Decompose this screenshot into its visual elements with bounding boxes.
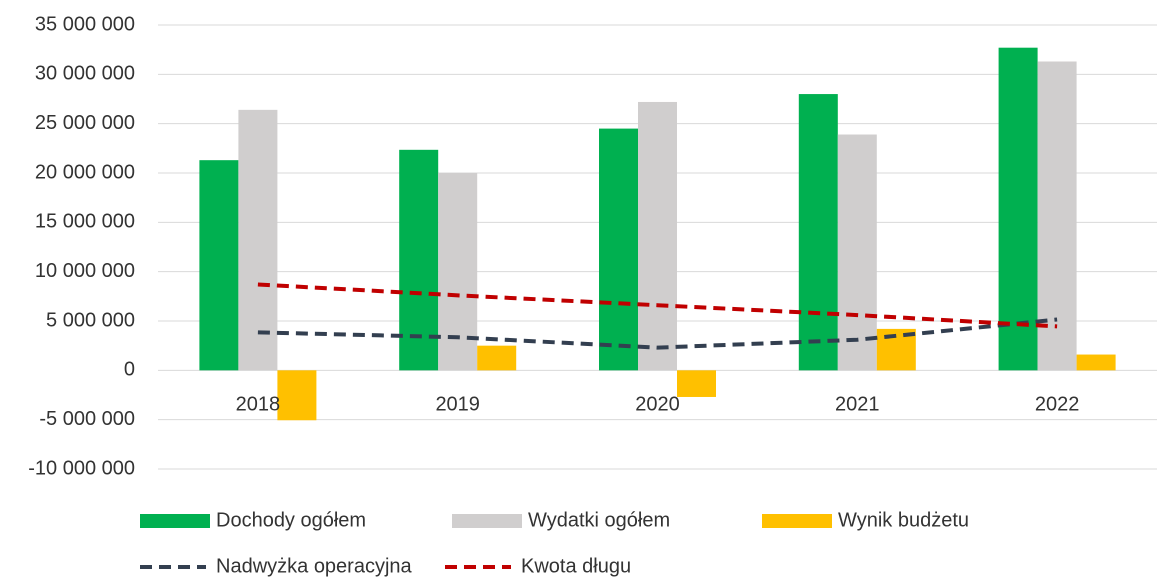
legend-label: Nadwyżka operacyjna — [216, 555, 413, 577]
bar — [399, 149, 439, 371]
y-tick-label: 15 000 000 — [35, 211, 135, 233]
bar — [477, 345, 517, 371]
bar — [599, 128, 638, 371]
y-tick-label: 30 000 000 — [35, 63, 135, 85]
y-tick-label: -10 000 000 — [28, 457, 135, 479]
legend-label: Dochody ogółem — [216, 509, 366, 531]
x-tick-label: 2019 — [435, 393, 480, 415]
bar — [638, 101, 677, 371]
line-series — [257, 317, 1058, 350]
bar — [837, 134, 877, 371]
x-tick-label: 2021 — [835, 393, 880, 415]
y-tick-label: -5 000 000 — [39, 408, 135, 430]
legend-label: Wynik budżetu — [838, 509, 969, 531]
bar — [798, 94, 838, 371]
legend-label: Kwota długu — [521, 555, 631, 577]
x-tick-label: 2018 — [236, 393, 281, 415]
x-tick-label: 2022 — [1035, 393, 1080, 415]
bar — [238, 109, 278, 371]
y-tick-label: 25 000 000 — [35, 112, 135, 134]
legend-label: Wydatki ogółem — [528, 509, 670, 531]
line-series — [257, 282, 1058, 329]
legend-swatch — [452, 514, 522, 528]
bar — [998, 47, 1038, 371]
bar — [199, 160, 239, 371]
legend-swatch — [762, 514, 832, 528]
y-tick-label: 0 — [124, 359, 135, 381]
legend-swatch — [140, 514, 210, 528]
y-tick-label: 20 000 000 — [35, 161, 135, 183]
y-tick-label: 10 000 000 — [35, 260, 135, 282]
bar — [277, 370, 317, 421]
bar — [438, 173, 478, 371]
y-tick-label: 5 000 000 — [46, 309, 135, 331]
bar — [677, 370, 716, 397]
x-tick-label: 2020 — [635, 393, 680, 415]
y-tick-label: 35 000 000 — [35, 13, 135, 35]
bar — [1076, 354, 1116, 371]
